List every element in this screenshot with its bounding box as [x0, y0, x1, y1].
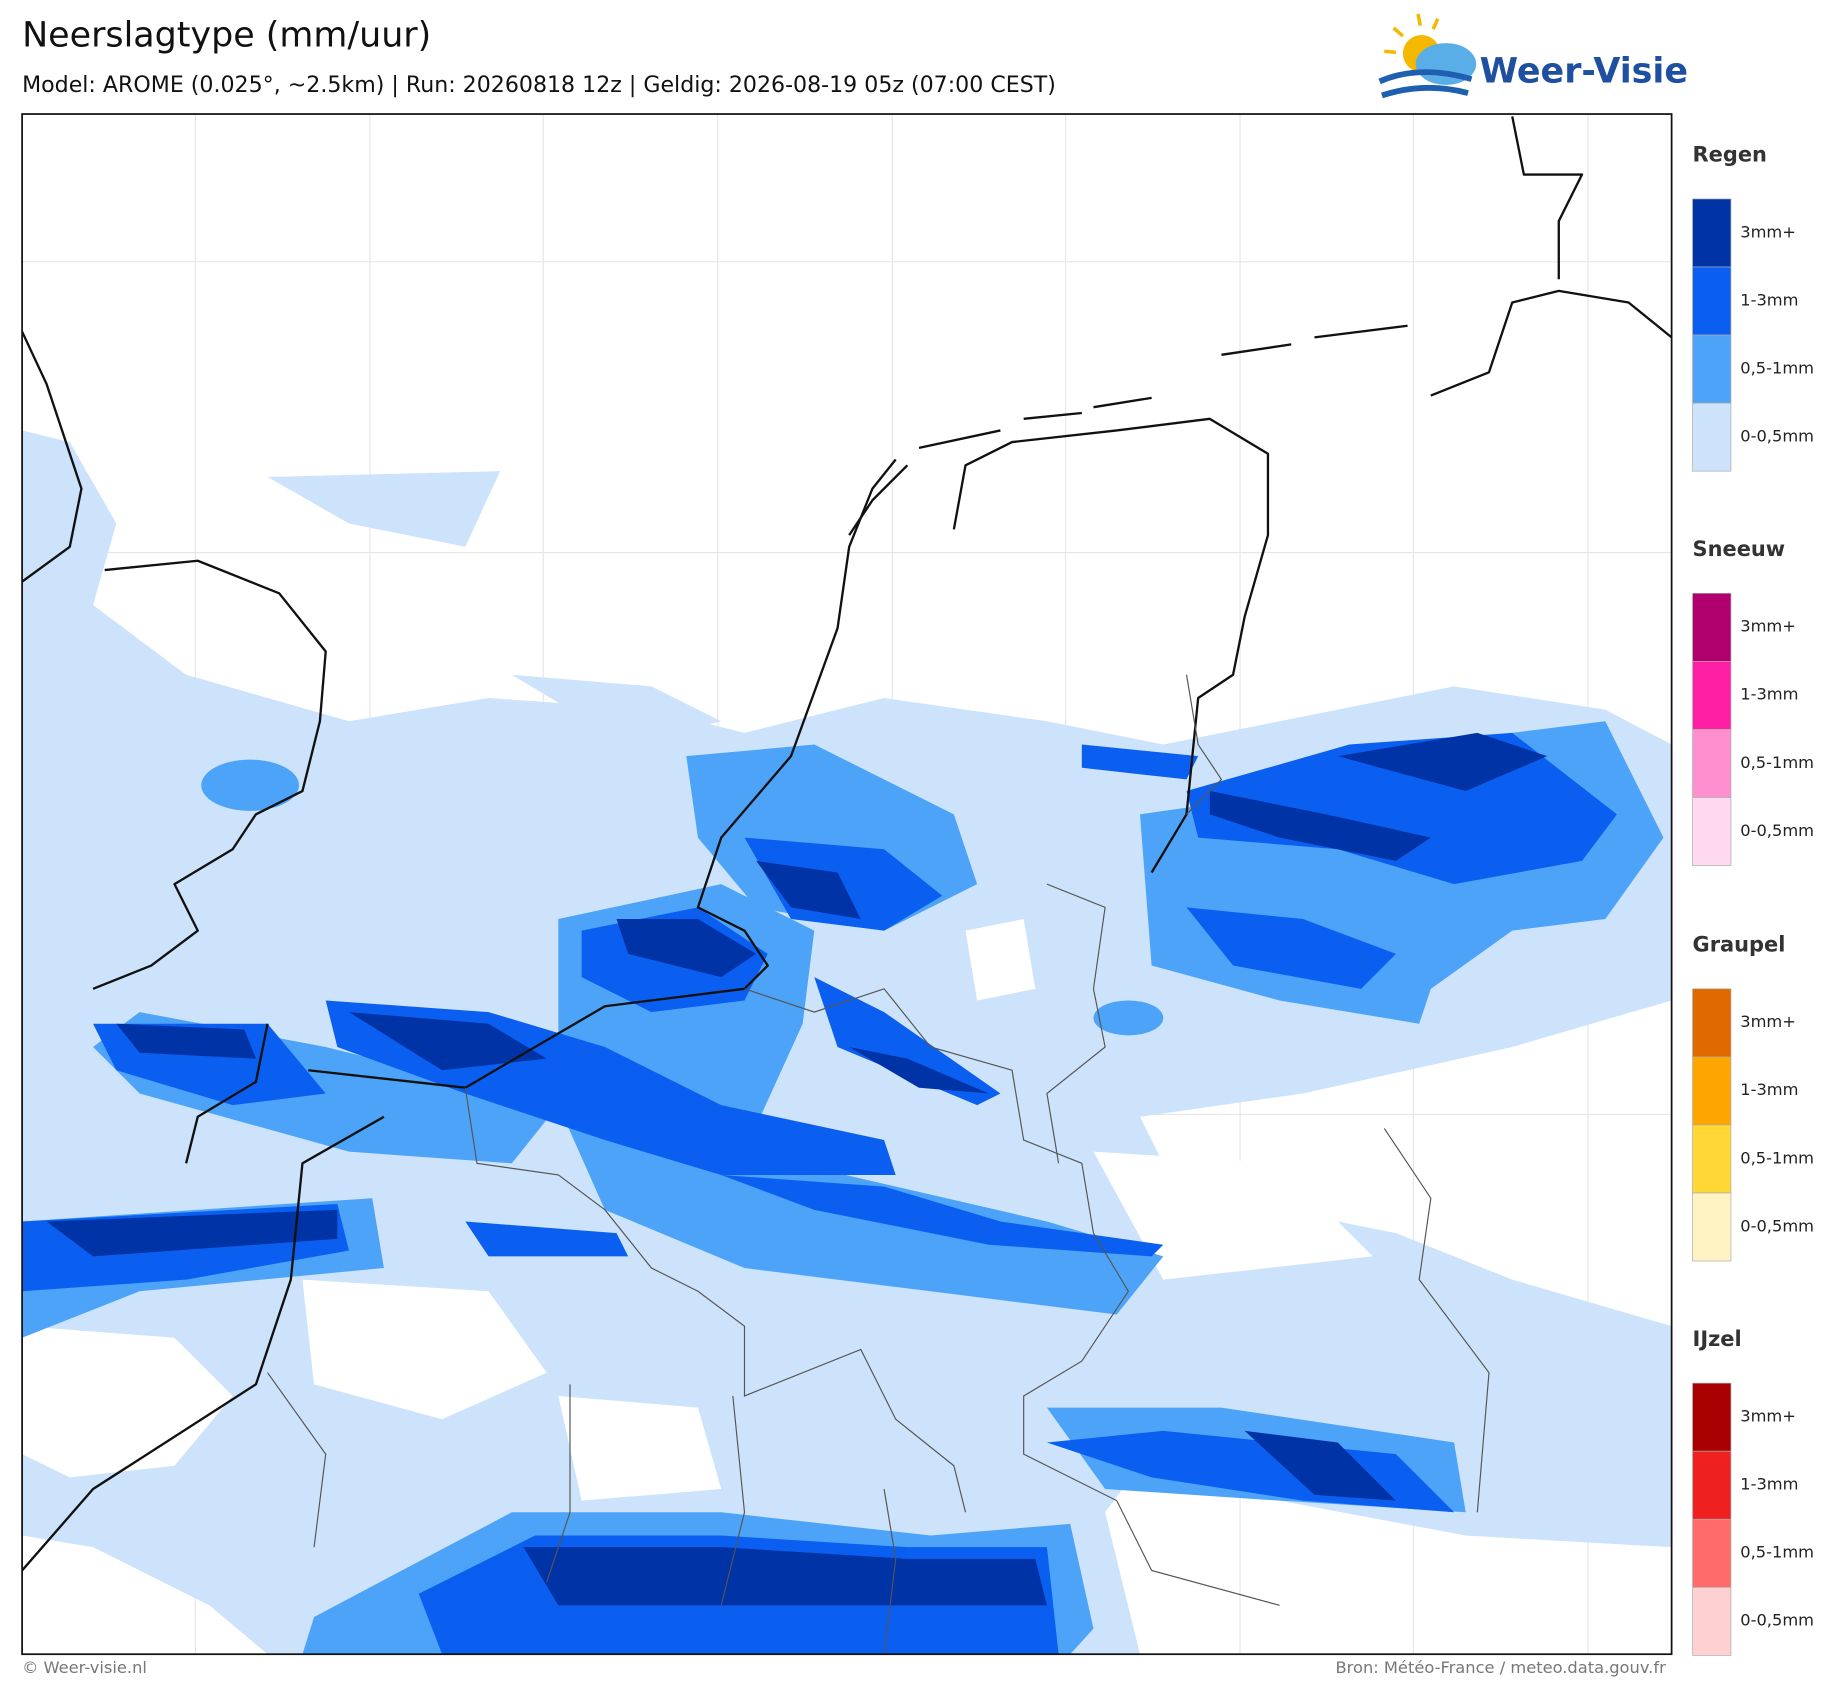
legend-label: 3mm+ — [1740, 222, 1796, 241]
logo: Weer-Visie — [1378, 13, 1688, 99]
legend-label: 0,5-1mm — [1740, 1543, 1814, 1562]
legend-swatch — [1692, 797, 1732, 866]
legend-label: 1-3mm — [1740, 1475, 1798, 1494]
legend-label: 3mm+ — [1740, 617, 1796, 636]
legend-label: 0,5-1mm — [1740, 1148, 1814, 1167]
legend-swatch — [1692, 1586, 1732, 1656]
subtitle: Model: AROME (0.025°, ~2.5km) | Run: 202… — [22, 72, 1056, 98]
legend-swatch — [1692, 1382, 1732, 1452]
legend-label: 0-0,5mm — [1740, 1611, 1814, 1630]
legend-swatch — [1692, 402, 1732, 472]
legend-heading: Regen — [1693, 143, 1767, 167]
legend-swatch — [1692, 729, 1732, 798]
legend-label: 1-3mm — [1740, 685, 1798, 704]
legend-label: 0-0,5mm — [1740, 427, 1814, 446]
legend-swatch — [1692, 988, 1732, 1058]
legend-label: 1-3mm — [1740, 1080, 1798, 1099]
legend-heading: IJzel — [1693, 1327, 1742, 1351]
footer-right: Bron: Météo-France / meteo.data.gouv.fr — [1336, 1658, 1667, 1677]
legend-swatch — [1692, 661, 1732, 730]
map-frame — [21, 113, 1673, 1656]
legend-swatch — [1692, 1192, 1732, 1262]
title: Neerslagtype (mm/uur) — [22, 16, 431, 56]
legend-label: 0,5-1mm — [1740, 753, 1814, 772]
legend-label: 3mm+ — [1740, 1407, 1796, 1426]
legend-label: 3mm+ — [1740, 1012, 1796, 1031]
logo-text: Weer-Visie — [1480, 52, 1688, 92]
legend-label: 0,5-1mm — [1740, 358, 1814, 377]
legend-heading: Sneeuw — [1693, 537, 1786, 561]
legend-heading: Graupel — [1693, 933, 1786, 957]
legend-label: 1-3mm — [1740, 290, 1798, 309]
legend: Regen 3mm+ 1-3mm 0,5-1mm 0-0,5mm Sneeuw 3mm+ 1-… — [1692, 143, 1814, 1656]
legend-swatch — [1692, 334, 1732, 404]
footer-left: © Weer-visie.nl — [22, 1658, 147, 1677]
legend-label: 0-0,5mm — [1740, 1216, 1814, 1235]
legend-swatch — [1692, 1056, 1732, 1126]
map — [22, 114, 1672, 1655]
legend-swatch — [1692, 198, 1732, 268]
legend-swatch — [1692, 592, 1732, 662]
legend-swatch — [1692, 266, 1732, 336]
legend-label: 0-0,5mm — [1740, 821, 1814, 840]
legend-swatch — [1692, 1518, 1732, 1588]
legend-swatch — [1692, 1124, 1732, 1194]
legend-swatch — [1692, 1450, 1732, 1520]
